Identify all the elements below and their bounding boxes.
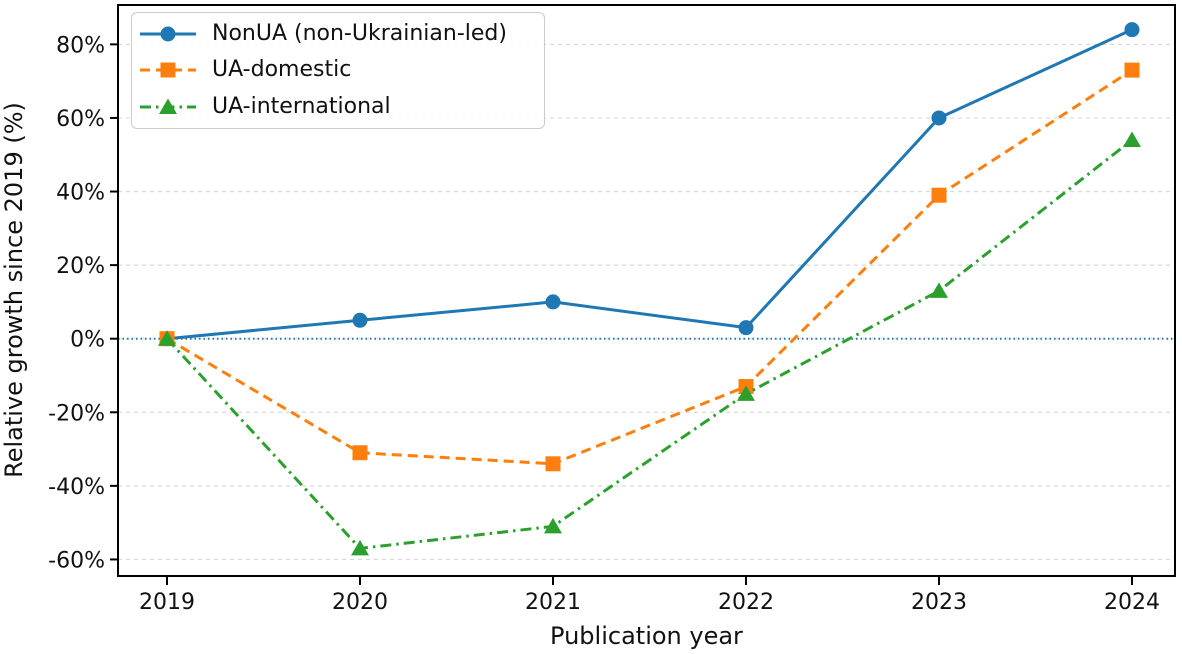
legend: NonUA (non-Ukrainian-led) UA-domestic UA… bbox=[131, 12, 545, 129]
x-tick-label: 2022 bbox=[718, 590, 774, 615]
legend-label-ua-domestic: UA-domestic bbox=[212, 57, 352, 83]
x-tick-label: 2021 bbox=[525, 590, 581, 615]
y-axis-label: Relative growth since 2019 (%) bbox=[0, 102, 28, 478]
x-tick-label: 2019 bbox=[139, 590, 195, 615]
circle-marker bbox=[738, 320, 754, 336]
y-tick-label: -60% bbox=[48, 548, 105, 573]
series-square bbox=[159, 62, 1140, 472]
series-line bbox=[165, 138, 1133, 550]
circle-marker bbox=[1124, 22, 1140, 38]
circle-marker bbox=[545, 294, 561, 310]
series-triangle bbox=[158, 131, 1141, 556]
series-line bbox=[166, 68, 1133, 466]
legend-line-circle-icon bbox=[140, 26, 196, 42]
series-line bbox=[166, 28, 1133, 341]
legend-item-nonua: NonUA (non-Ukrainian-led) bbox=[140, 16, 544, 52]
triangle-marker bbox=[1123, 131, 1141, 148]
x-tick-label: 2023 bbox=[911, 590, 967, 615]
x-axis-label: Publication year bbox=[550, 622, 743, 650]
square-marker bbox=[931, 187, 947, 203]
y-tick-label: 60% bbox=[56, 107, 105, 132]
legend-line-triangle-icon bbox=[140, 98, 196, 114]
legend-label-ua-international: UA-international bbox=[212, 93, 391, 119]
triangle-marker bbox=[544, 517, 562, 534]
square-marker bbox=[352, 445, 368, 461]
y-tick-label: 20% bbox=[56, 254, 105, 279]
y-tick-label: -40% bbox=[48, 475, 105, 500]
square-marker bbox=[545, 456, 561, 472]
legend-label-nonua: NonUA (non-Ukrainian-led) bbox=[212, 21, 507, 47]
square-marker bbox=[1124, 62, 1140, 78]
y-tick-label: 80% bbox=[56, 33, 105, 58]
triangle-marker bbox=[737, 385, 755, 401]
y-tick-label: -20% bbox=[48, 401, 105, 426]
triangle-marker bbox=[930, 282, 948, 298]
axes-frame bbox=[117, 4, 1176, 577]
legend-item-ua-international: UA-international bbox=[140, 89, 544, 125]
circle-marker bbox=[160, 26, 176, 42]
y-tick-label: 0% bbox=[70, 328, 105, 353]
y-tick-label: 40% bbox=[56, 181, 105, 206]
x-tick-label: 2020 bbox=[332, 590, 388, 615]
triangle-marker bbox=[158, 330, 176, 346]
circle-marker bbox=[352, 312, 368, 328]
square-marker bbox=[160, 62, 176, 78]
legend-item-ua-domestic: UA-domestic bbox=[140, 52, 544, 88]
legend-line-square-icon bbox=[140, 62, 196, 78]
triangle-marker bbox=[159, 98, 177, 114]
circle-marker bbox=[931, 110, 947, 126]
triangle-marker bbox=[351, 539, 369, 556]
x-tick-label: 2024 bbox=[1104, 590, 1160, 615]
